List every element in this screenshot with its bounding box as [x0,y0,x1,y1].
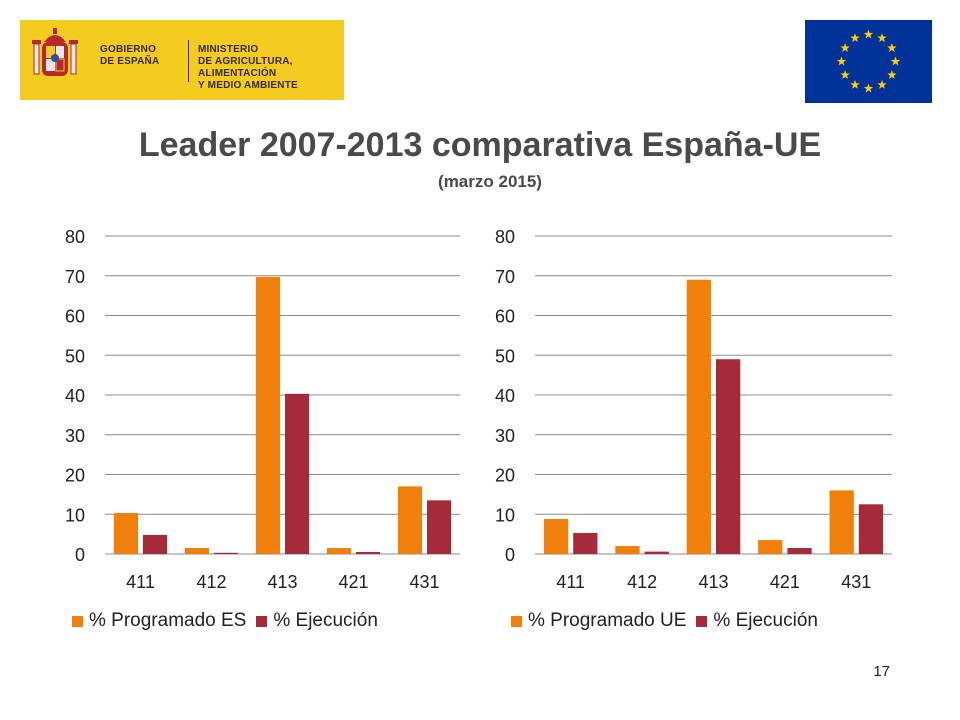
chart-ue-plot: 0 10 20 30 40 50 60 70 80 411 412 413 421 431 [495,227,892,592]
eu-star-icon [863,29,874,39]
x-tick-label: 421 [770,572,800,592]
eu-star-icon [850,33,860,43]
y-tick-label: 0 [75,545,85,565]
x-tick-label: 413 [267,572,297,592]
y-tick-label: 0 [505,545,515,565]
bar-programado-431 [829,490,854,554]
bar-programado-411 [543,519,569,554]
eu-star-icon [877,33,887,43]
ministry-line-1: MINISTERIO [198,44,259,55]
logo-divider [188,40,189,82]
eu-stars [836,29,901,93]
gov-line-2: DE ESPAÑA [100,56,160,67]
y-tick-label: 50 [65,346,85,366]
bar-programado-421 [758,540,783,554]
bar-programado-421 [326,548,352,554]
ministry-line-2: DE AGRICULTURA, ALIMENTACIÓN [198,56,293,79]
legend-label-programado-ue: % Programado UE [528,610,687,631]
ministry-line-3: Y MEDIO AMBIENTE [198,80,298,91]
bar-ejecucion-411 [573,532,598,554]
chart-espana: 0 10 20 30 40 50 60 70 80 411 412 413 421 431 [40,220,460,610]
eu-star-icon [887,70,897,80]
y-tick-label: 40 [65,386,85,406]
bar-ejecucion-412 [213,552,239,554]
y-tick-label: 50 [495,346,515,366]
legend-item-programado-ue: % Programado UE [511,610,686,632]
bar-ejecucion-413 [715,359,741,554]
legend-swatch-ejecucion [696,615,708,627]
page-subtitle: (marzo 2015) [438,172,542,191]
y-tick-label: 10 [65,505,85,525]
y-tick-label: 80 [495,227,515,247]
eu-star-icon [863,83,874,93]
y-tick-label: 70 [65,267,85,287]
legend-swatch-programado [72,615,83,627]
page-number: 17 [873,663,890,680]
y-tick-label: 20 [65,466,85,486]
legend-item-ejecucion-es: % Ejecución [256,610,378,632]
eu-star-icon [836,56,847,66]
x-tick-label: 413 [698,572,728,592]
bar-programado-411 [113,513,139,554]
gov-line-1: GOBIERNO [100,44,157,55]
x-tick-label: 431 [409,572,439,592]
legend-ue: % Programado UE % Ejecución [511,610,818,632]
y-tick-label: 80 [65,227,85,247]
bar-programado-413 [686,279,712,554]
legend-item-ejecucion-ue: % Ejecución [696,610,818,632]
legend-item-programado-es: % Programado ES [72,610,246,632]
y-tick-label: 70 [495,267,515,287]
chart-espana-plot: 0 10 20 30 40 50 60 70 80 411 412 413 421 431 [65,227,460,592]
bar-ejecucion-412 [644,551,669,554]
bar-ejecucion-431 [426,500,452,554]
ministerio-text: MINISTERIO DE AGRICULTURA, ALIMENTACIÓN … [198,44,344,92]
bar-ejecucion-411 [142,534,168,554]
legend-swatch-programado [511,615,522,627]
bar-ejecucion-421 [355,552,381,554]
bar-ejecucion-431 [858,504,884,554]
x-tick-label: 412 [627,572,657,592]
gobierno-logo: GOBIERNO DE ESPAÑA MINISTERIO DE AGRICUL… [20,20,344,100]
y-tick-label: 30 [65,426,85,446]
bar-ejecucion-413 [284,393,310,554]
eu-star-icon [890,56,901,66]
y-tick-label: 30 [495,426,515,446]
y-tick-label: 60 [65,307,85,327]
bar-programado-412 [184,548,210,554]
eu-star-icon [850,79,860,89]
x-tick-label: 411 [556,572,585,592]
bar-programado-412 [615,546,640,554]
x-tick-label: 421 [338,572,368,592]
coat-of-arms-icon [32,28,78,76]
bar-programado-431 [397,486,423,554]
y-tick-label: 40 [495,386,515,406]
x-tick-label: 411 [126,572,155,592]
y-tick-label: 20 [495,466,515,486]
chart-ue: 0 10 20 30 40 50 60 70 80 411 412 413 421 431 [472,220,912,610]
eu-star-icon [840,70,850,80]
legend-label-programado-es: % Programado ES [89,610,247,631]
eu-star-icon [840,43,850,53]
y-tick-label: 10 [495,505,515,525]
bar-programado-413 [255,276,281,554]
x-tick-label: 431 [841,572,871,592]
bar-ejecucion-421 [787,548,812,554]
legend-swatch-ejecucion [256,615,268,627]
legend-label-ejecucion-es: % Ejecución [273,610,378,631]
eu-flag-icon [805,20,932,103]
eu-star-icon [887,43,897,53]
legend-label-ejecucion-ue: % Ejecución [713,610,818,631]
gobierno-text: GOBIERNO DE ESPAÑA [100,44,178,68]
page-title: Leader 2007-2013 comparativa España-UE [138,126,822,164]
y-tick-label: 60 [495,307,515,327]
eu-star-icon [877,79,887,89]
legend-espana: % Programado ES % Ejecución [72,610,378,632]
x-tick-label: 412 [196,572,226,592]
